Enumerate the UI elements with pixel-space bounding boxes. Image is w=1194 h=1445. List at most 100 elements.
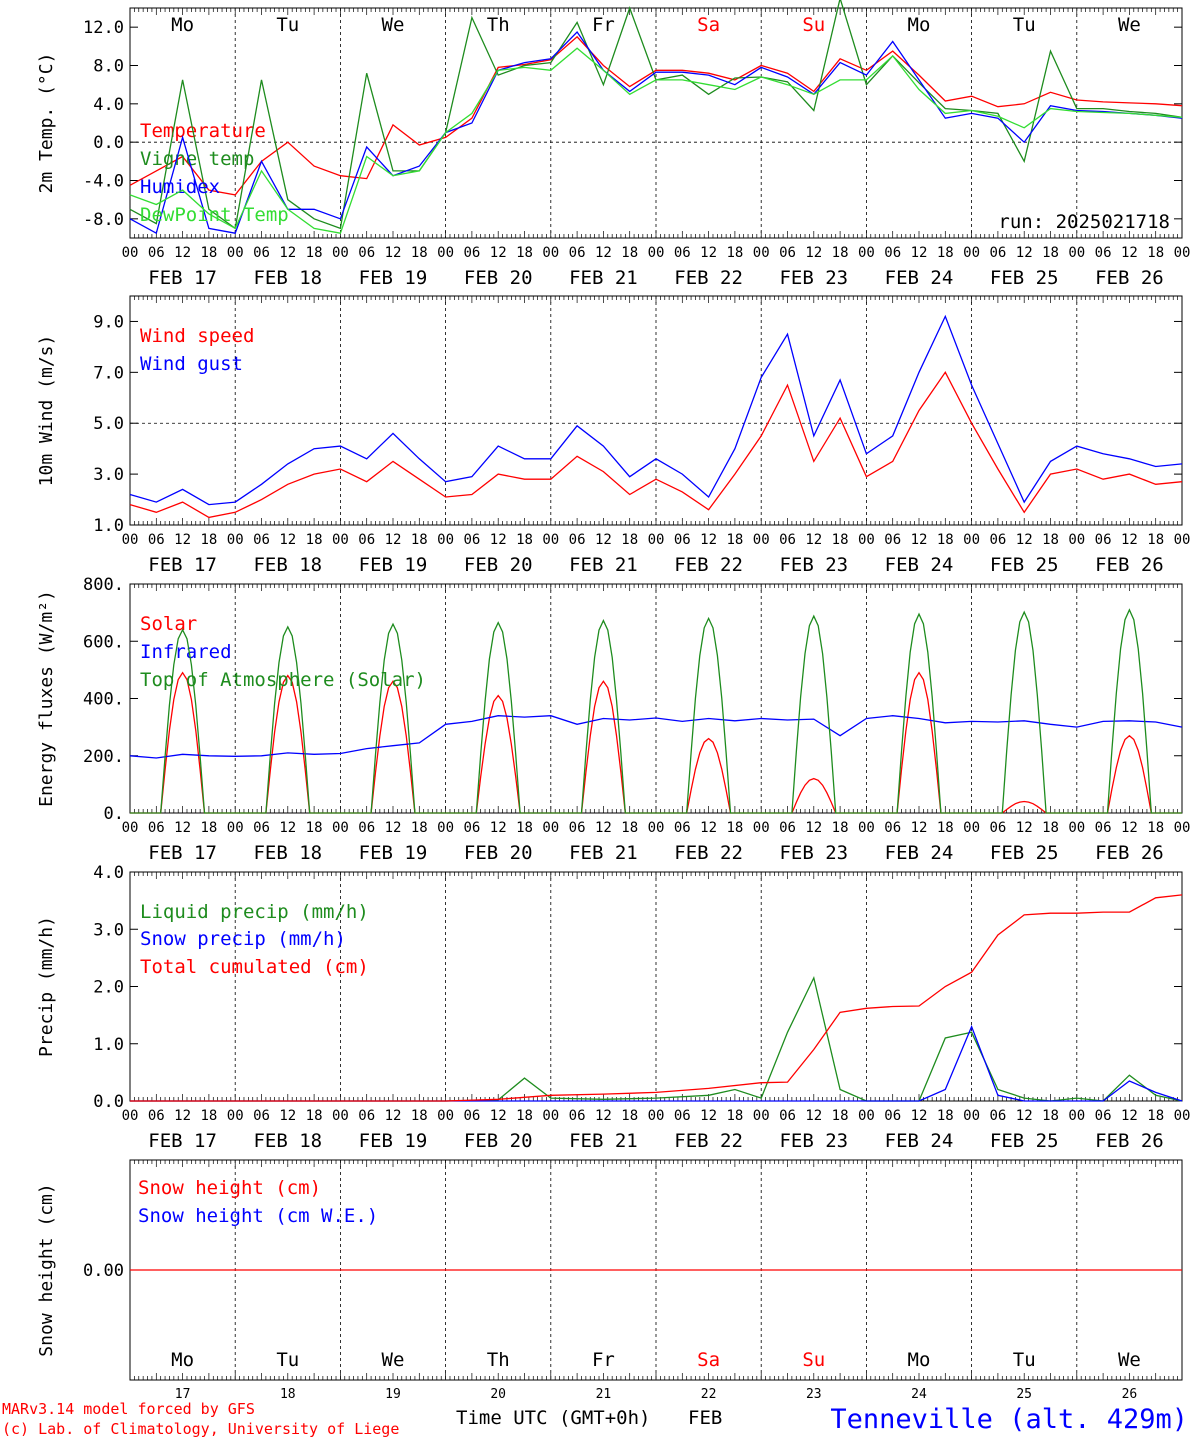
- legend-entry: Humidex: [140, 176, 220, 198]
- day-number-label: 25: [1016, 1387, 1032, 1402]
- legend-entry: Snow height (cm): [138, 1177, 321, 1199]
- hour-tick-label: 18: [726, 532, 743, 548]
- legend-entry: Solar: [140, 613, 197, 635]
- hour-tick-label: 18: [411, 1108, 428, 1124]
- date-label: FEB 26: [1095, 1130, 1164, 1152]
- series-line-temperature: [129, 35, 1183, 196]
- legend-entry: Vigne temp: [140, 148, 254, 170]
- hour-tick-label: 00: [963, 245, 980, 261]
- hour-tick-label: 06: [779, 245, 796, 261]
- hour-tick-label: 18: [306, 532, 323, 548]
- hour-tick-label: 12: [279, 245, 296, 261]
- hour-tick-label: 18: [200, 1108, 217, 1124]
- hour-tick-label: 18: [621, 532, 638, 548]
- hour-tick-label: 12: [385, 820, 402, 836]
- hour-tick-label: 06: [779, 532, 796, 548]
- hour-tick-label: 18: [832, 245, 849, 261]
- date-label: FEB 24: [885, 842, 954, 864]
- day-number-label: 24: [911, 1387, 927, 1402]
- date-label: FEB 21: [569, 554, 638, 576]
- hour-tick-label: 00: [227, 820, 244, 836]
- hour-tick-label: 18: [726, 820, 743, 836]
- hour-tick-label: 18: [1042, 1108, 1059, 1124]
- y-tick-label: 1.0: [93, 1035, 124, 1055]
- weekday-label: Su: [802, 1349, 825, 1371]
- hour-tick-label: 00: [963, 820, 980, 836]
- hour-tick-label: 06: [989, 532, 1006, 548]
- hour-tick-label: 12: [1016, 245, 1033, 261]
- hour-tick-label: 06: [463, 820, 480, 836]
- hour-tick-label: 12: [1121, 1108, 1138, 1124]
- series-line-humidex: [129, 30, 1183, 235]
- date-label: FEB 25: [990, 842, 1059, 864]
- hour-tick-label: 00: [332, 532, 349, 548]
- hour-tick-label: 06: [674, 245, 691, 261]
- hour-tick-label: 00: [648, 532, 665, 548]
- hour-tick-label: 12: [805, 532, 822, 548]
- weekday-label: Th: [487, 14, 510, 36]
- date-label: FEB 22: [674, 1130, 743, 1152]
- hour-tick-label: 12: [595, 245, 612, 261]
- y-tick-label: 5.0: [93, 414, 124, 434]
- hour-tick-label: 18: [200, 245, 217, 261]
- hour-tick-label: 12: [1016, 532, 1033, 548]
- hour-tick-label: 00: [963, 532, 980, 548]
- hour-tick-label: 12: [279, 532, 296, 548]
- hour-tick-label: 00: [1068, 820, 1085, 836]
- hour-tick-label: 18: [1147, 820, 1164, 836]
- hour-tick-label: 06: [1095, 245, 1112, 261]
- hour-tick-label: 06: [358, 532, 375, 548]
- hour-tick-label: 18: [1147, 532, 1164, 548]
- y-axis-label: Precip (mm/h): [36, 916, 57, 1057]
- hour-tick-label: 18: [1042, 245, 1059, 261]
- date-label: FEB 26: [1095, 842, 1164, 864]
- hour-tick-label: 00: [1068, 245, 1085, 261]
- hour-tick-label: 06: [253, 820, 270, 836]
- hour-tick-label: 12: [490, 532, 507, 548]
- series-line-top-of-atmosphere-solar-: [130, 608, 1182, 814]
- hour-tick-label: 18: [306, 820, 323, 836]
- date-label: FEB 21: [569, 267, 638, 289]
- hour-tick-label: 12: [805, 1108, 822, 1124]
- hour-tick-label: 18: [411, 245, 428, 261]
- hour-tick-label: 06: [358, 820, 375, 836]
- date-label: FEB 19: [359, 1130, 428, 1152]
- hour-tick-label: 00: [227, 245, 244, 261]
- hour-tick-label: 00: [437, 820, 454, 836]
- legend-entry: DewPoint Temp: [140, 204, 289, 226]
- hour-tick-label: 00: [542, 1108, 559, 1124]
- hour-tick-label: 12: [700, 1108, 717, 1124]
- date-label: FEB 23: [779, 842, 848, 864]
- hour-tick-label: 12: [911, 245, 928, 261]
- hour-tick-label: 12: [700, 532, 717, 548]
- hour-tick-label: 06: [1095, 820, 1112, 836]
- credit-line-1: MARv3.14 model forced by GFS: [2, 1400, 255, 1418]
- hour-tick-label: 12: [1016, 1108, 1033, 1124]
- hour-tick-label: 18: [411, 820, 428, 836]
- legend-entry: Liquid precip (mm/h): [140, 901, 369, 923]
- date-label: FEB 25: [990, 1130, 1059, 1152]
- y-tick-label: 8.0: [93, 57, 124, 77]
- hour-tick-label: 06: [1095, 532, 1112, 548]
- day-number-label: 26: [1122, 1387, 1138, 1402]
- day-number-label: 22: [701, 1387, 717, 1402]
- y-axis-label: Snow height (cm): [36, 1183, 57, 1356]
- date-label: FEB 22: [674, 554, 743, 576]
- hour-tick-label: 12: [595, 1108, 612, 1124]
- hour-tick-label: 12: [279, 820, 296, 836]
- hour-tick-label: 00: [1068, 532, 1085, 548]
- hour-tick-label: 00: [858, 245, 875, 261]
- hour-tick-label: 06: [989, 1108, 1006, 1124]
- hour-tick-label: 12: [1016, 820, 1033, 836]
- hour-tick-label: 00: [227, 1108, 244, 1124]
- hour-tick-label: 00: [332, 245, 349, 261]
- y-axis-label: Energy fluxes (W/m²): [36, 590, 57, 807]
- date-label: FEB 26: [1095, 267, 1164, 289]
- hour-tick-label: 18: [200, 532, 217, 548]
- hour-tick-label: 06: [463, 245, 480, 261]
- date-label: FEB 18: [253, 842, 322, 864]
- hour-tick-label: 00: [753, 1108, 770, 1124]
- hour-tick-label: 00: [1174, 532, 1191, 548]
- y-tick-label: 7.0: [93, 363, 124, 383]
